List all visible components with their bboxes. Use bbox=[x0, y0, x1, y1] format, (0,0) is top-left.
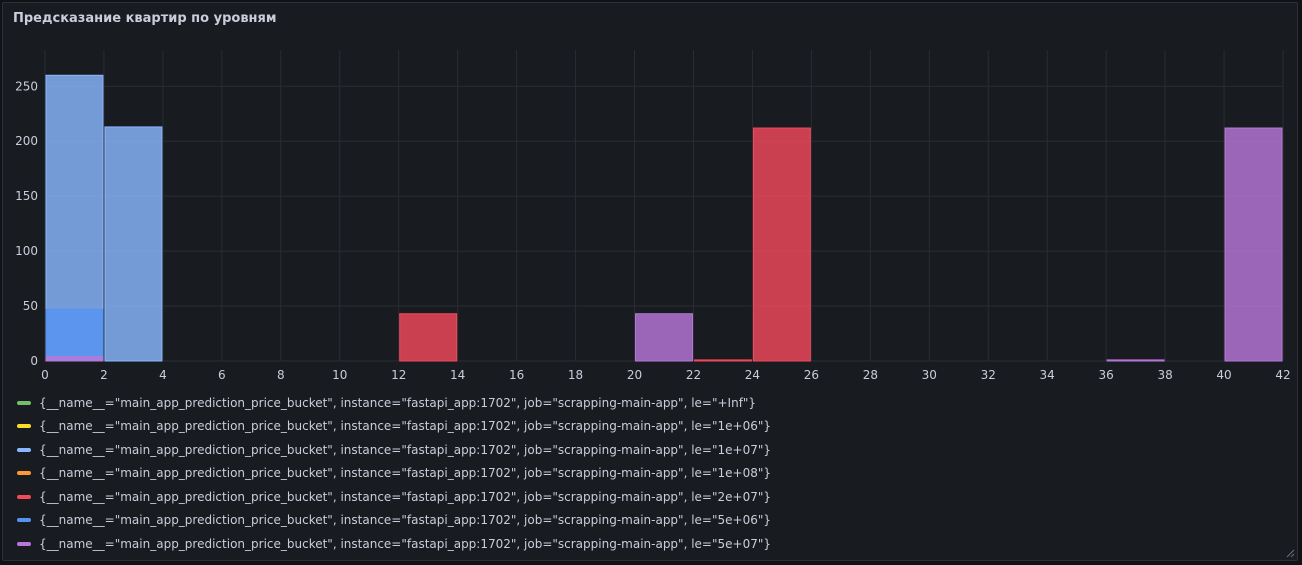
y-tick-label: 50 bbox=[23, 299, 38, 313]
x-tick-label: 40 bbox=[1216, 368, 1231, 382]
legend-swatch-icon bbox=[17, 541, 31, 546]
histogram-bar[interactable] bbox=[45, 308, 104, 362]
legend-item[interactable]: {__name__="main_app_prediction_price_buc… bbox=[17, 415, 771, 439]
legend-label: {__name__="main_app_prediction_price_buc… bbox=[39, 489, 771, 504]
legend-label: {__name__="main_app_prediction_price_buc… bbox=[39, 395, 757, 410]
histogram-bar[interactable] bbox=[45, 356, 104, 362]
legend-item[interactable]: {__name__="main_app_prediction_price_buc… bbox=[17, 532, 771, 556]
x-tick-label: 16 bbox=[509, 368, 524, 382]
legend-swatch-icon bbox=[17, 471, 31, 476]
y-tick-label: 250 bbox=[15, 79, 38, 93]
legend-label: {__name__="main_app_prediction_price_buc… bbox=[39, 442, 771, 457]
legend-label: {__name__="main_app_prediction_price_buc… bbox=[39, 513, 771, 528]
x-tick-label: 20 bbox=[627, 368, 642, 382]
x-tick-label: 28 bbox=[863, 368, 878, 382]
legend-swatch-icon bbox=[17, 400, 31, 405]
y-tick-label: 150 bbox=[15, 189, 38, 203]
x-tick-label: 4 bbox=[159, 368, 167, 382]
panel-title[interactable]: Предсказание квартир по уровням bbox=[13, 11, 277, 26]
y-tick-label: 0 bbox=[30, 354, 38, 368]
x-tick-label: 0 bbox=[41, 368, 49, 382]
legend-label: {__name__="main_app_prediction_price_buc… bbox=[39, 419, 771, 434]
x-tick-label: 30 bbox=[922, 368, 937, 382]
x-tick-label: 12 bbox=[391, 368, 406, 382]
x-tick-label: 38 bbox=[1157, 368, 1172, 382]
legend-item[interactable]: {__name__="main_app_prediction_price_buc… bbox=[17, 509, 771, 533]
histogram-bar[interactable] bbox=[752, 127, 811, 362]
x-tick-label: 22 bbox=[686, 368, 701, 382]
histogram-bar[interactable] bbox=[635, 313, 693, 362]
y-tick-label: 200 bbox=[15, 134, 38, 148]
legend-item[interactable]: {__name__="main_app_prediction_price_buc… bbox=[17, 462, 771, 486]
y-tick-label: 100 bbox=[15, 244, 38, 258]
histogram-bar[interactable] bbox=[693, 359, 752, 362]
x-tick-label: 42 bbox=[1275, 368, 1290, 382]
x-tick-label: 2 bbox=[100, 368, 108, 382]
legend-label: {__name__="main_app_prediction_price_buc… bbox=[39, 466, 771, 481]
x-tick-label: 32 bbox=[981, 368, 996, 382]
legend-label: {__name__="main_app_prediction_price_buc… bbox=[39, 536, 771, 551]
legend-item[interactable]: {__name__="main_app_prediction_price_buc… bbox=[17, 485, 771, 509]
x-tick-label: 8 bbox=[277, 368, 285, 382]
legend-item[interactable]: {__name__="main_app_prediction_price_buc… bbox=[17, 391, 771, 415]
resize-handle-icon[interactable] bbox=[1285, 548, 1295, 558]
x-axis-ticks: 0 2 4 6 8 10 12 14 16 18 20 22 24 26 28 30 32 34 36 38 40 42 bbox=[41, 368, 1290, 382]
x-tick-label: 6 bbox=[218, 368, 226, 382]
legend-swatch-icon bbox=[17, 518, 31, 523]
histogram-bar[interactable] bbox=[104, 126, 163, 362]
legend: {__name__="main_app_prediction_price_buc… bbox=[17, 391, 771, 556]
bars bbox=[45, 74, 1283, 362]
legend-swatch-icon bbox=[17, 494, 31, 499]
x-tick-label: 26 bbox=[804, 368, 819, 382]
x-tick-label: 24 bbox=[745, 368, 760, 382]
x-tick-label: 18 bbox=[568, 368, 583, 382]
histogram-bar[interactable] bbox=[1224, 127, 1283, 362]
x-tick-label: 36 bbox=[1099, 368, 1114, 382]
histogram-bar[interactable] bbox=[399, 313, 458, 362]
legend-swatch-icon bbox=[17, 424, 31, 429]
grid-lines bbox=[44, 50, 1284, 362]
legend-swatch-icon bbox=[17, 447, 31, 452]
y-axis-ticks: 0 50 100 150 200 250 bbox=[15, 79, 38, 368]
x-tick-label: 14 bbox=[450, 368, 465, 382]
x-tick-label: 34 bbox=[1040, 368, 1055, 382]
legend-item[interactable]: {__name__="main_app_prediction_price_buc… bbox=[17, 438, 771, 462]
x-tick-label: 10 bbox=[332, 368, 347, 382]
histogram-bar[interactable] bbox=[1106, 359, 1165, 362]
